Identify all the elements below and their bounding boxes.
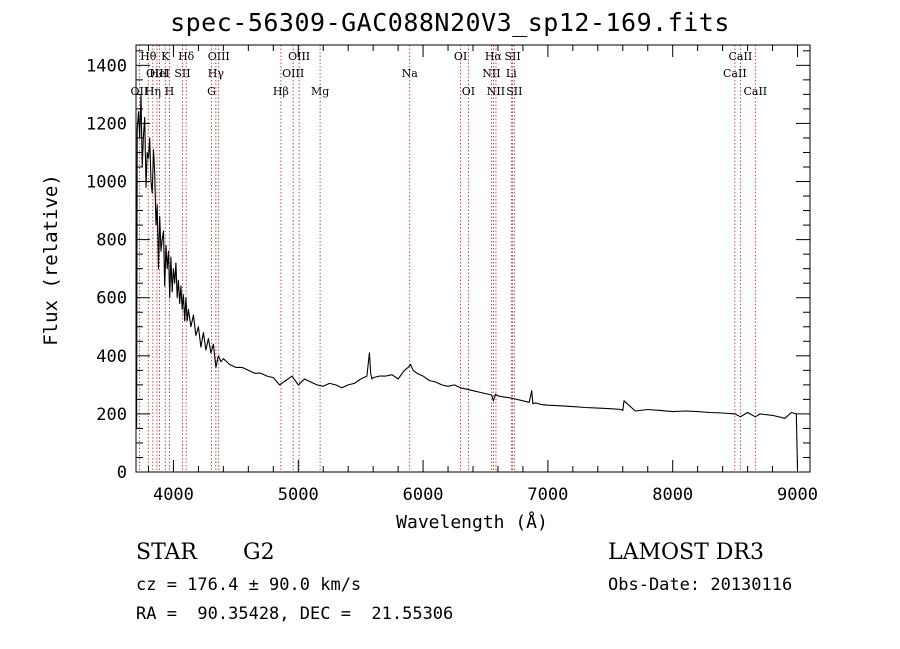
coordinates: RA = 90.35428, DEC = 21.55306 [136,604,454,624]
y-tick-label: 1000 [86,173,127,193]
x-tick-label: 9000 [777,485,818,505]
subclass-label: G2 [243,540,275,565]
x-tick-label: 4000 [153,485,194,505]
plot-frame [135,44,811,473]
line-marker-label: Hα [485,50,503,63]
line-marker-label: Na [402,67,419,80]
line-marker-label: Hβ [273,85,289,98]
line-marker-label: NII [487,85,505,98]
y-tick-label: 1200 [86,114,127,134]
line-marker-label: OI [454,50,467,63]
obs-date: Obs-Date: 20130116 [608,575,793,595]
line-marker-label: OII [131,85,149,98]
line-marker-labels: OII Hθ OIII Hη HeI K H SII Hδ G OIII Hγ Hβ OIII OIII Mg… [131,50,768,98]
line-marker-label: Hη [145,85,161,98]
line-marker-label: CaII [743,85,767,98]
line-marker-label: SII [504,50,520,63]
y-tick-label: 600 [96,289,127,309]
axes: 4000 5000 6000 7000 8000 9000 0 200 400 600 800 100… [86,44,818,505]
chart-title: spec-56309-GAC088N20V3_sp12-169.fits [170,8,730,37]
class-label: STAR [136,540,197,565]
line-marker-label: OIII [146,67,168,80]
x-tick-label: 5000 [278,485,319,505]
y-tick-label: 0 [117,463,127,483]
line-marker-label: Hγ [208,67,225,80]
line-marker-label: CaII [723,67,747,80]
line-marker-label: H [165,85,175,98]
line-marker-label: NII [482,67,500,80]
line-marker-label: OIII [288,50,310,63]
survey-label: LAMOST DR3 [608,540,764,565]
line-marker-label: OIII [208,50,230,63]
line-marker-label: CaII [729,50,753,63]
x-tick-label: 8000 [652,485,693,505]
line-marker-label: Hδ [178,50,195,63]
x-axis-label: Wavelength (Å) [396,511,548,533]
line-marker-label: OI [462,85,475,98]
y-tick-label: 400 [96,347,127,367]
line-marker-label: HeI [149,67,169,80]
series-layer [135,93,799,470]
y-tick-label: 1400 [86,56,127,76]
line-marker-label: K [161,50,170,63]
line-marker-label: SII [506,85,522,98]
y-tick-label: 800 [96,231,127,251]
line-marker-label: SII [174,67,190,80]
line-marker-label: Li [506,67,517,80]
line-markers [138,45,756,472]
line-marker-label: Mg [311,85,329,98]
line-marker-label: G [207,85,216,98]
redshift-velocity: cz = 176.4 ± 90.0 km/s [136,575,362,595]
x-tick-label: 7000 [527,485,568,505]
line-marker-label: Hθ [140,50,157,63]
spectrum-line [135,93,799,470]
x-tick-label: 6000 [403,485,444,505]
y-tick-label: 200 [96,405,127,425]
line-marker-label: OIII [282,67,304,80]
